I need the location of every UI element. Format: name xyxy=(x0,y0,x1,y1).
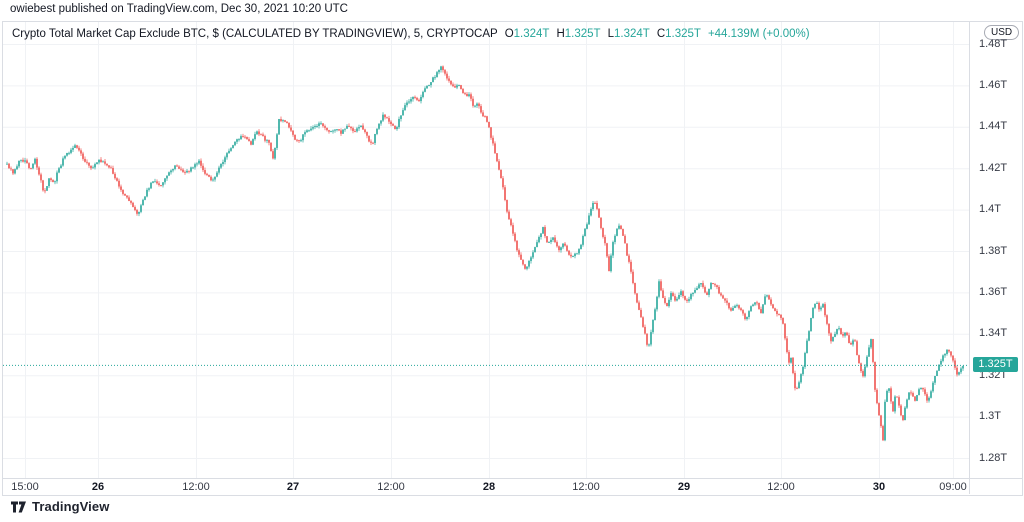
tradingview-logo-text: TradingView xyxy=(32,499,110,514)
time-tick: 12:00 xyxy=(572,481,600,493)
footer: TradingView xyxy=(10,499,109,514)
price-tick: 1.46T xyxy=(979,78,1008,91)
time-tick: 28 xyxy=(482,481,496,493)
price-tick: 1.36T xyxy=(979,285,1008,298)
ohlc-values: O1.324T H1.325T L1.324T C1.325T xyxy=(505,28,701,40)
price-axis[interactable]: USD 1.48T 1.46T 1.44T 1.42T 1.4T 1.38T 1.36T 1.… xyxy=(969,22,1022,478)
chart-plot-area[interactable]: Crypto Total Market Cap Exclude BTC, $ (… xyxy=(3,22,969,478)
ohlc-pair: L1.324T xyxy=(607,28,650,40)
time-tick: 29 xyxy=(677,481,691,493)
change-value: +44.139M (+0.00%) xyxy=(707,28,810,40)
last-price-badge: 1.325T xyxy=(973,357,1018,373)
price-tick: 1.44T xyxy=(979,120,1008,133)
time-tick: 09:00 xyxy=(939,481,967,493)
symbol-info-row: Crypto Total Market Cap Exclude BTC, $ (… xyxy=(12,28,810,40)
chart-frame: Crypto Total Market Cap Exclude BTC, $ (… xyxy=(2,21,1023,496)
time-tick: 12:00 xyxy=(182,481,210,493)
tradingview-logo-icon xyxy=(11,501,26,512)
ohlc-pair: O1.324T xyxy=(504,28,550,40)
price-tick: 1.42T xyxy=(979,161,1008,174)
attribution-text: owiebest published on TradingView.com, D… xyxy=(10,3,348,15)
axis-corner xyxy=(969,478,1022,494)
symbol-title: Crypto Total Market Cap Exclude BTC, $ (… xyxy=(12,28,498,40)
time-tick: 26 xyxy=(91,481,105,493)
price-tick: 1.28T xyxy=(979,451,1008,464)
price-tick: 1.48T xyxy=(979,37,1008,50)
time-tick: 12:00 xyxy=(377,481,405,493)
price-tick: 1.3T xyxy=(979,410,1002,423)
time-tick: 27 xyxy=(286,481,300,493)
price-tick: 1.38T xyxy=(979,244,1008,257)
tradingview-logo[interactable]: TradingView xyxy=(10,499,109,514)
currency-badge: USD xyxy=(984,25,1020,40)
price-tick: 1.4T xyxy=(979,203,1002,216)
candlestick-chart[interactable] xyxy=(3,22,969,478)
ohlc-pair: C1.325T xyxy=(656,28,701,40)
time-tick: 12:00 xyxy=(767,481,795,493)
time-axis[interactable]: 15:00 26 12:00 27 12:00 28 12:00 29 12:00 30 09:00 xyxy=(3,478,969,494)
price-tick: 1.34T xyxy=(979,327,1008,340)
ohlc-pair: H1.325T xyxy=(556,28,601,40)
time-tick: 30 xyxy=(872,481,886,493)
time-tick: 15:00 xyxy=(11,481,39,493)
